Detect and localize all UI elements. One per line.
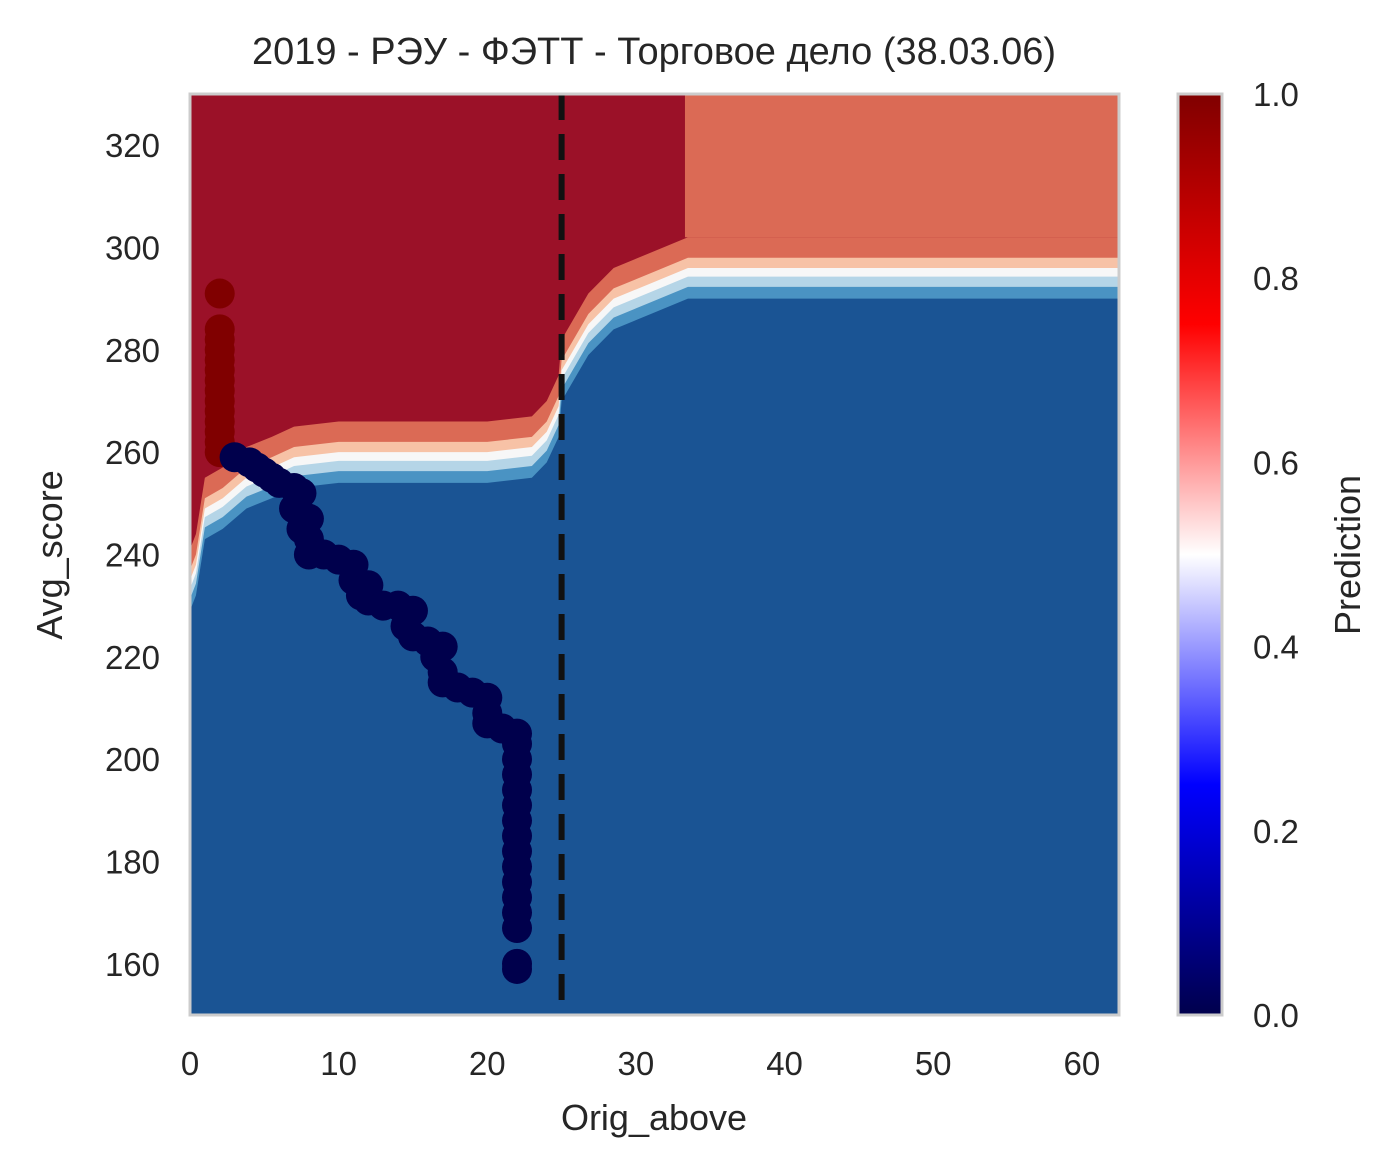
red-points — [204, 278, 235, 468]
chart-title: 2019 - РЭУ - ФЭТТ - Торговое дело (38.03… — [252, 31, 1056, 73]
x-tick-label: 50 — [915, 1045, 952, 1082]
y-tick-label: 260 — [105, 434, 160, 471]
contour-bands — [190, 94, 1119, 1015]
colorbar-tick-label: 0.0 — [1253, 997, 1299, 1034]
colorbar — [1176, 92, 1224, 1017]
colorbar-tick-label: 1.0 — [1253, 76, 1299, 113]
scatter-point-blue — [502, 913, 533, 944]
plot-frame — [188, 92, 1121, 1017]
y-tick-label: 200 — [105, 741, 160, 778]
colorbar-tick-label: 0.6 — [1253, 444, 1299, 481]
x-tick-label: 0 — [181, 1045, 199, 1082]
plot-area — [190, 94, 1119, 1015]
blue-points — [219, 442, 533, 984]
y-tick-label: 160 — [105, 946, 160, 983]
y-ticks: 160 180 200 220 240 260 280 300 320 — [105, 127, 160, 983]
scatter-point-blue — [502, 953, 533, 984]
y-axis-label: Avg_score — [29, 470, 70, 639]
scatter-point-red — [204, 278, 235, 309]
x-tick-label: 10 — [320, 1045, 357, 1082]
x-tick-label: 40 — [766, 1045, 803, 1082]
colorbar-tick-label: 0.4 — [1253, 629, 1299, 666]
x-tick-label: 30 — [618, 1045, 655, 1082]
x-ticks: 0 10 20 30 40 50 60 — [181, 1045, 1100, 1082]
contour-band-0 — [190, 298, 1119, 1015]
x-tick-label: 20 — [469, 1045, 506, 1082]
colorbar-ticks: 0.0 0.2 0.4 0.6 0.8 1.0 — [1253, 76, 1299, 1034]
band-right-upper — [684, 94, 1119, 238]
y-tick-label: 280 — [105, 332, 160, 369]
y-tick-label: 300 — [105, 230, 160, 267]
colorbar-tick-label: 0.8 — [1253, 260, 1299, 297]
x-axis-label: Orig_above — [561, 1097, 747, 1138]
y-tick-label: 320 — [105, 127, 160, 164]
colorbar-label: Prediction — [1327, 475, 1368, 635]
y-tick-label: 240 — [105, 537, 160, 574]
x-tick-label: 60 — [1063, 1045, 1100, 1082]
y-tick-label: 220 — [105, 639, 160, 676]
y-tick-label: 180 — [105, 844, 160, 881]
colorbar-tick-label: 0.2 — [1253, 813, 1299, 850]
